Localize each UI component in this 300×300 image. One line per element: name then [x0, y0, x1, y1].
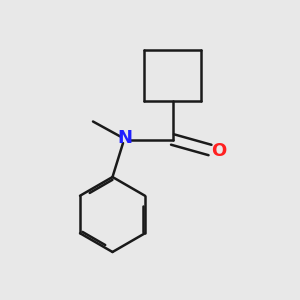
Text: O: O [211, 142, 226, 160]
Text: N: N [117, 129, 132, 147]
